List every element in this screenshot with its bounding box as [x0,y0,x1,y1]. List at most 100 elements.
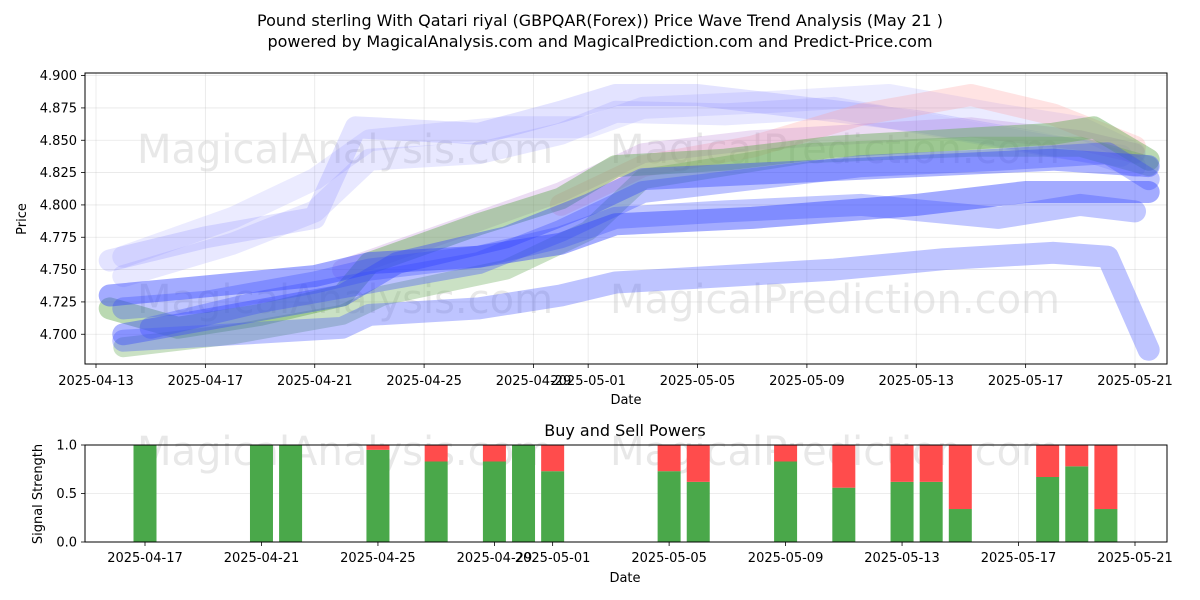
price-y-tick-label: 4.900 [40,69,77,84]
signal-x-tick-label: 2025-04-17 [107,551,183,566]
signal-x-tick-label: 2025-05-09 [748,551,824,566]
buy-bar [890,481,914,542]
price-series-wave-pink [549,84,1146,216]
sell-bar [686,445,710,482]
signal-y-tick-label: 0.0 [56,536,77,551]
price-series-wave-green-1 [98,116,1160,339]
buy-bar [133,445,157,542]
sell-bar [1065,445,1089,467]
buy-bar [919,481,943,542]
price-x-tick-label: 2025-05-17 [988,374,1064,389]
watermark-4: MagicalPrediction.com [610,277,1060,323]
buy-bar [482,461,506,542]
signal-x-tick-label: 2025-05-13 [864,551,940,566]
price-plot: MagicalAnalysis.com MagicalPrediction.co… [15,69,1173,408]
price-plot-frame [84,72,1168,365]
watermark-2: MagicalPrediction.com [610,127,1060,173]
price-series-wave-blue-upper-2 [112,96,1133,288]
price-x-axis-label: Date [610,393,641,408]
sell-bar [890,445,914,482]
sell-bar [774,445,798,462]
buy-bar [686,481,710,542]
price-y-tick-label: 4.750 [40,263,77,278]
price-x-tick-label: 2025-05-01 [550,374,626,389]
price-y-tick-label: 4.725 [40,295,77,310]
buy-bar [657,471,681,542]
signal-x-tick-label: 2025-04-25 [340,551,416,566]
price-series-wave-blue-upper-3 [112,84,1146,268]
signal-x-tick-label: 2025-04-29 [457,551,533,566]
signal-x-tick-label: 2025-05-17 [981,551,1057,566]
price-x-tick-label: 2025-05-09 [769,374,845,389]
sell-bar [366,445,390,450]
price-series [98,84,1160,361]
price-y-tick-label: 4.875 [40,101,77,116]
buy-bar [249,445,273,542]
signal-y-axis-label: Signal Strength [31,444,46,544]
price-y-ticks: 4.700 4.725 4.750 4.775 4.800 4.825 4.850 4.875… [40,69,85,343]
buy-bar [1094,509,1118,542]
price-y-tick-label: 4.700 [40,328,77,343]
signal-plot: Buy and Sell Powers MagicalAnalysis.com … [31,421,1173,586]
sell-bar [919,445,943,482]
watermark-3: MagicalAnalysis.com [137,277,553,323]
price-x-tick-label: 2025-04-21 [277,374,353,389]
sell-bar [1094,445,1118,510]
price-x-tick-label: 2025-04-13 [58,374,134,389]
buy-bar [774,461,798,542]
price-x-tick-label: 2025-04-25 [386,374,462,389]
price-y-axis-label: Price [15,203,30,235]
signal-y-tick-label: 0.5 [56,487,77,502]
sell-bar [1036,445,1060,478]
price-series-wave-blue-mid-3 [139,142,1160,339]
signal-x-ticks: 2025-04-17 2025-04-21 2025-04-25 2025-04-29… [107,542,1173,566]
sell-bar [482,445,506,462]
price-y-tick-label: 4.825 [40,166,77,181]
sell-bar [832,445,856,488]
price-plot-background [85,73,1167,364]
price-series-wave-blue-lower-2 [112,193,1146,320]
price-x-tick-label: 2025-05-05 [660,374,736,389]
chart-title-line2: powered by MagicalAnalysis.com and Magic… [267,32,932,51]
buy-bar [279,445,303,542]
buy-bar [512,445,536,542]
price-series-wave-blue-mid-1 [98,181,1160,307]
signal-x-tick-label: 2025-04-21 [224,551,300,566]
buy-bar [948,509,972,542]
sell-bar [657,445,681,472]
buy-bar [366,449,390,542]
sell-bar [948,445,972,510]
price-x-tick-label: 2025-04-17 [168,374,244,389]
price-x-tick-label: 2025-04-29 [496,374,572,389]
price-x-ticks: 2025-04-13 2025-04-17 2025-04-21 2025-04-25… [58,364,1173,389]
buy-bar [832,487,856,542]
price-series-wave-green-2 [113,136,1159,358]
price-x-tick-label: 2025-05-21 [1097,374,1173,389]
chart-title-line1: Pound sterling With Qatari riyal (GBPQAR… [257,11,943,30]
signal-x-tick-label: 2025-05-01 [515,551,591,566]
signal-title: Buy and Sell Powers [544,421,706,440]
price-series-wave-purple [332,117,1145,280]
signal-y-tick-label: 1.0 [56,439,77,454]
buy-bar [1065,466,1089,542]
price-series-wave-blue-mid-2 [112,148,1160,346]
price-y-tick-label: 4.775 [40,231,77,246]
price-x-tick-label: 2025-05-13 [878,374,954,389]
signal-x-tick-label: 2025-05-05 [631,551,707,566]
price-grid [85,73,1167,364]
price-series-wave-blue-lower [112,241,1160,361]
buy-bar [424,461,448,542]
price-series-wave-blue-upper-1 [98,84,1146,272]
price-watermarks: MagicalAnalysis.com MagicalPrediction.co… [137,127,1060,323]
price-y-tick-label: 4.800 [40,198,77,213]
price-y-tick-label: 4.850 [40,134,77,149]
buy-bar [1036,477,1060,542]
buy-bar [541,471,565,542]
sell-bar [541,445,565,472]
watermark-1: MagicalAnalysis.com [137,127,553,173]
signal-bars [133,445,1118,542]
signal-x-axis-label: Date [609,571,640,586]
sell-bar [424,445,448,462]
signal-y-ticks: 0.0 0.5 1.0 [56,439,85,551]
